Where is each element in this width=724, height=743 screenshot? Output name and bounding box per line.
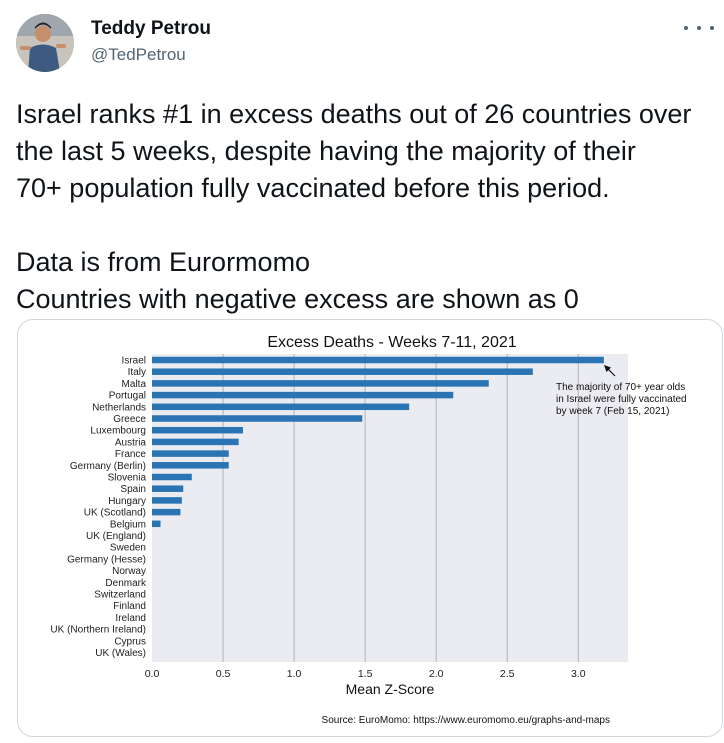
tweet-text: Israel ranks #1 in excess deaths out of … — [16, 96, 716, 318]
annotation: The majority of 70+ year olds in Israel … — [556, 365, 687, 417]
x-tick-label: 1.0 — [287, 668, 302, 680]
y-tick-label: Norway — [112, 566, 146, 577]
x-tick-label: 1.5 — [358, 668, 373, 680]
y-tick-label: Luxembourg — [90, 426, 146, 437]
x-tick-label: 0.5 — [216, 668, 231, 680]
y-tick-label: Netherlands — [92, 402, 146, 413]
x-tick-labels: 0.0 0.5 1.0 1.5 2.0 2.5 3.0 — [145, 668, 586, 680]
bar — [152, 508, 181, 516]
more-options-icon[interactable] — [684, 18, 714, 38]
y-tick-label: UK (Scotland) — [84, 508, 146, 519]
bar — [152, 438, 239, 446]
y-tick-label: Portugal — [109, 391, 146, 402]
y-tick-label: France — [115, 449, 147, 460]
y-tick-label: UK (England) — [86, 531, 146, 542]
y-tick-label: Slovenia — [108, 473, 147, 484]
bar — [152, 520, 161, 528]
y-tick-label: Finland — [113, 601, 146, 612]
bar — [152, 450, 229, 457]
bar — [152, 368, 533, 375]
x-tick-label: 3.0 — [571, 668, 586, 680]
bar — [152, 380, 489, 387]
annotation-line: in Israel were fully vaccinated — [556, 394, 687, 405]
x-tick-label: 0.0 — [145, 668, 160, 680]
x-axis-label: Mean Z-Score — [346, 681, 435, 697]
y-tick-label: Italy — [128, 367, 146, 378]
y-tick-label: Germany (Berlin) — [70, 461, 146, 472]
more-dot — [684, 26, 688, 30]
y-tick-label: Germany (Hesse) — [67, 554, 146, 565]
author-display-name[interactable]: Teddy Petrou — [91, 18, 211, 39]
y-tick-label: Switzerland — [94, 590, 146, 601]
bar — [152, 462, 229, 469]
y-tick-label: Spain — [120, 484, 146, 495]
y-tick-label: UK (Northern Ireland) — [50, 625, 146, 636]
annotation-arrowhead — [604, 365, 611, 372]
avatar-photo — [16, 14, 74, 72]
tweet-text-line: the last 5 weeks, despite having the maj… — [16, 136, 636, 166]
bar — [152, 473, 192, 481]
tweet-text-line: Israel ranks #1 in excess deaths out of … — [16, 99, 692, 129]
y-tick-label: Austria — [115, 437, 147, 448]
bar — [152, 391, 454, 399]
y-tick-label: Ireland — [115, 613, 146, 624]
tweet-text-line: Countries with negative excess are shown… — [16, 284, 579, 314]
y-tick-labels: IsraelItalyMaltaPortugalNetherlandsGreec… — [50, 356, 147, 660]
more-dot — [710, 26, 714, 30]
y-tick-label: Hungary — [108, 496, 146, 507]
bar — [152, 426, 243, 434]
bar — [152, 485, 184, 492]
y-tick-label: Sweden — [110, 543, 146, 554]
bar — [152, 356, 604, 364]
y-tick-label: Cyprus — [114, 636, 146, 647]
y-tick-label: Belgium — [110, 519, 146, 530]
chart-source-note: Source: EuroMomo: https://www.euromomo.e… — [322, 715, 610, 726]
tweet-text-line: 70+ population fully vaccinated before t… — [16, 173, 610, 203]
bars — [152, 356, 604, 528]
bar — [152, 497, 182, 504]
more-dot — [697, 26, 701, 30]
tweet-text-line: Data is from Eurormomo — [16, 247, 311, 277]
x-tick-label: 2.5 — [500, 668, 515, 680]
y-tick-label: Denmark — [105, 578, 147, 589]
bar — [152, 403, 410, 411]
annotation-line: The majority of 70+ year olds — [556, 382, 685, 393]
paragraph-gap — [16, 207, 716, 244]
chart-title: Excess Deaths - Weeks 7-11, 2021 — [267, 334, 516, 351]
avatar[interactable] — [16, 14, 74, 72]
author-handle[interactable]: @TedPetrou — [91, 45, 186, 64]
annotation-line: by week 7 (Feb 15, 2021) — [556, 406, 669, 417]
tweet-media-chart[interactable]: Excess Deaths - Weeks 7-11, 2021 Israel I… — [17, 319, 723, 737]
x-tick-label: 2.0 — [429, 668, 444, 680]
y-tick-label: UK (Wales) — [95, 648, 146, 659]
y-tick-label: Israel — [122, 356, 146, 367]
excess-deaths-chart: Excess Deaths - Weeks 7-11, 2021 IsraelI… — [50, 334, 687, 726]
bar — [152, 415, 363, 422]
y-tick-label: Malta — [122, 379, 147, 390]
y-tick-label: Greece — [113, 414, 146, 425]
